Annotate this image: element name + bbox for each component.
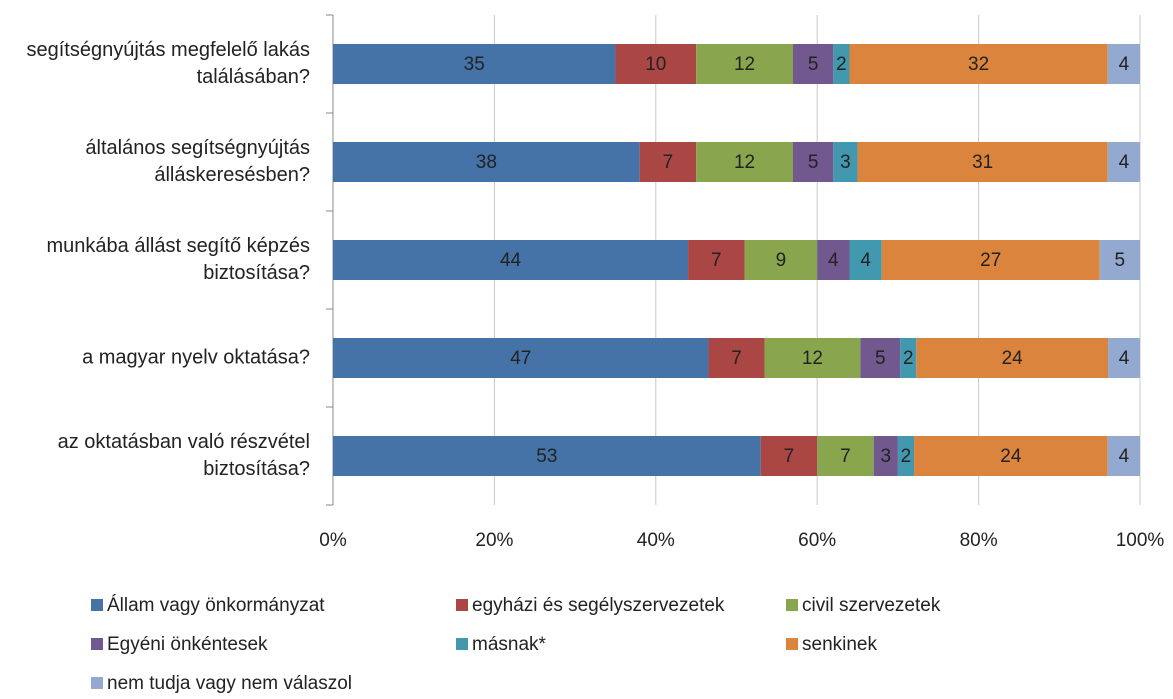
data-label: 4 (860, 250, 871, 271)
bar-segment (1099, 240, 1140, 280)
bar-segment (881, 240, 1100, 280)
data-label: 3 (881, 446, 892, 467)
bar-segment (860, 338, 901, 378)
bar-segment (333, 338, 709, 378)
legend-label: senkinek (802, 634, 877, 655)
legend-swatch (456, 638, 468, 650)
data-label: 5 (808, 152, 819, 173)
bar-segment (792, 142, 834, 182)
bar-segment (333, 44, 616, 84)
bar-segment (764, 338, 861, 378)
bar-segment (744, 240, 818, 280)
legend-swatch (91, 599, 103, 611)
bar-segment (1107, 142, 1140, 182)
data-label: 10 (645, 54, 666, 75)
bar-segment (833, 44, 850, 84)
data-label: 38 (476, 152, 497, 173)
data-label: 4 (828, 250, 839, 271)
bar-segment (792, 44, 834, 84)
legend-swatch (91, 638, 103, 650)
bar-segment (688, 240, 745, 280)
x-tick-label: 80% (960, 530, 998, 551)
data-label: 3 (840, 152, 851, 173)
data-label: 5 (875, 348, 886, 369)
data-label: 24 (1000, 446, 1022, 467)
legend-label: nem tudja vagy nem válaszol (107, 673, 352, 694)
bar-segment (833, 142, 858, 182)
data-label: 7 (840, 446, 851, 467)
legend-label: Állam vagy önkormányzat (107, 595, 325, 616)
data-label: 12 (734, 54, 755, 75)
bar-segment (760, 436, 818, 476)
y-tick-label: segítségnyújtás megfelelő lakás találásá… (26, 39, 311, 88)
bar-segment (615, 44, 697, 84)
data-label: 4 (1119, 152, 1130, 173)
data-label: 12 (802, 348, 823, 369)
data-label: 9 (776, 250, 787, 271)
data-label: 7 (663, 152, 674, 173)
data-label: 2 (901, 446, 912, 467)
bar-segment (897, 436, 915, 476)
data-label: 2 (903, 348, 914, 369)
bar-segment (1107, 436, 1140, 476)
data-label: 31 (972, 152, 993, 173)
x-tick-label: 40% (637, 530, 675, 551)
bar-segment (916, 338, 1109, 378)
bar-segment (333, 240, 689, 280)
data-label: 27 (980, 250, 1001, 271)
bar-segment (914, 436, 1108, 476)
x-tick-label: 100% (1116, 530, 1165, 551)
data-label: 7 (731, 348, 742, 369)
bar-segment (639, 142, 697, 182)
bar-segment (1107, 44, 1140, 84)
bar-segment (708, 338, 765, 378)
bar-segment (696, 44, 793, 84)
y-tick-label: munkába állást segítő képzés biztosítása… (46, 235, 311, 284)
data-label: 32 (968, 54, 989, 75)
legend-swatch (91, 677, 103, 689)
bar-segment (849, 240, 882, 280)
legend-label: Egyéni önkéntesek (107, 634, 268, 655)
data-label: 5 (1115, 250, 1126, 271)
y-tick-label: az oktatásban való részvétel biztosítása… (57, 431, 310, 480)
data-label: 7 (784, 446, 795, 467)
bar-segment (900, 338, 917, 378)
legend-swatch (456, 599, 468, 611)
legend-label: egyházi és segélyszervezetek (472, 595, 725, 616)
bar-segment (817, 240, 850, 280)
bar-segment (696, 142, 793, 182)
data-label: 4 (1119, 54, 1130, 75)
x-tick-label: 60% (798, 530, 836, 551)
data-label: 7 (711, 250, 722, 271)
x-tick-label: 0% (319, 530, 347, 551)
data-label: 47 (510, 348, 531, 369)
y-tick-label: általános segítségnyújtás álláskeresésbe… (85, 137, 310, 186)
data-label: 12 (734, 152, 755, 173)
data-label: 4 (1119, 446, 1130, 467)
data-label: 44 (500, 250, 522, 271)
bar-segment (817, 436, 874, 476)
data-label: 53 (536, 446, 557, 467)
data-label: 35 (464, 54, 485, 75)
y-tick-label: a magyar nyelv oktatása? (82, 346, 310, 369)
bar-segment (849, 44, 1108, 84)
data-label: 24 (1002, 348, 1024, 369)
bar-segment (333, 436, 761, 476)
x-tick-label: 20% (475, 530, 513, 551)
legend-swatch (786, 638, 798, 650)
bar-segment (1108, 338, 1140, 378)
bar-segment (333, 142, 640, 182)
data-label: 4 (1119, 348, 1130, 369)
legend-label: másnak* (472, 634, 547, 655)
bar-segment (857, 142, 1108, 182)
legend-swatch (786, 599, 798, 611)
data-label: 5 (808, 54, 819, 75)
legend-label: civil szervezetek (802, 595, 941, 616)
data-label: 2 (836, 54, 847, 75)
bar-segment (873, 436, 898, 476)
